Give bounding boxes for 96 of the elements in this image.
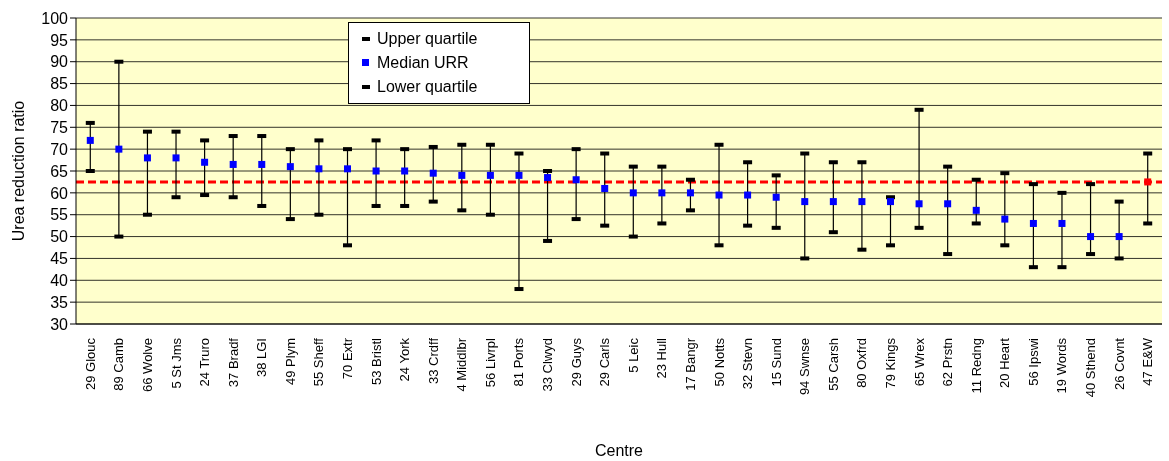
x-tick-label: 80 Oxfrd bbox=[854, 338, 870, 388]
point bbox=[172, 154, 180, 162]
x-tick-label: 24 York bbox=[397, 337, 413, 382]
x-tick-label: 5 Leic bbox=[625, 337, 641, 373]
y-tick-label: 45 bbox=[50, 250, 69, 268]
point bbox=[1144, 178, 1152, 186]
x-tick-label: 70 Extr bbox=[340, 337, 355, 380]
x-tick-label: 20 Heart bbox=[997, 337, 1013, 388]
point bbox=[1115, 233, 1123, 241]
point bbox=[458, 171, 466, 179]
y-tick-label: 95 bbox=[50, 31, 69, 49]
point bbox=[887, 198, 894, 206]
y-tick-label: 40 bbox=[50, 271, 69, 289]
point bbox=[515, 171, 523, 179]
x-tick-label: 53 Bristl bbox=[368, 337, 384, 385]
x-tick-label: 56 Ipswi bbox=[1025, 337, 1041, 386]
x-tick-label: 55 Sheff bbox=[311, 337, 327, 387]
point bbox=[772, 193, 780, 201]
x-tick-label: 11 Redng bbox=[968, 338, 984, 394]
point bbox=[801, 198, 809, 206]
legend-label: Upper quartile bbox=[377, 30, 478, 48]
y-tick-label: 55 bbox=[50, 206, 69, 224]
y-tick-label: 35 bbox=[50, 293, 69, 311]
x-tick-label: 29 Guys bbox=[568, 337, 584, 387]
x-tick-label: 66 Wolve bbox=[139, 338, 155, 392]
point bbox=[686, 189, 694, 197]
x-tick-label: 56 Livrpl bbox=[482, 337, 498, 388]
x-tick-label: 79 Kings bbox=[883, 337, 898, 389]
point bbox=[715, 191, 723, 199]
point bbox=[401, 167, 409, 175]
legend-label: Median URR bbox=[377, 54, 469, 72]
x-tick-label: 40 Sthend bbox=[1083, 338, 1099, 398]
legend-label: Lower quartile bbox=[377, 78, 478, 96]
point bbox=[858, 198, 866, 206]
y-tick-label: 85 bbox=[50, 75, 69, 93]
x-tick-label: 89 Camb bbox=[111, 338, 127, 391]
point bbox=[1001, 215, 1009, 223]
point bbox=[972, 206, 980, 214]
point bbox=[372, 167, 380, 175]
x-tick-label: 65 Wrex bbox=[911, 337, 927, 387]
y-tick-label: 100 bbox=[41, 9, 69, 27]
x-tick-label: 55 Carsh bbox=[825, 338, 841, 391]
x-tick-label: 26 Covnt bbox=[1111, 337, 1127, 391]
point bbox=[601, 184, 609, 192]
x-tick-label: 32 Stevn bbox=[740, 338, 756, 390]
x-tick-label: 38 LGI bbox=[254, 338, 270, 378]
point bbox=[658, 189, 666, 197]
y-tick-label: 75 bbox=[50, 118, 69, 136]
y-tick-label: 70 bbox=[50, 140, 69, 158]
point bbox=[829, 198, 837, 206]
point bbox=[1029, 219, 1037, 227]
point bbox=[1058, 219, 1066, 227]
x-tick-label: 94 Swnse bbox=[797, 338, 813, 396]
point bbox=[229, 160, 237, 168]
x-tick-label: 24 Truro bbox=[197, 338, 213, 387]
x-tick-label: 50 Notts bbox=[711, 337, 727, 387]
point bbox=[1087, 233, 1095, 241]
x-axis-title: Centre bbox=[594, 442, 644, 459]
x-tick-label: 33 Clwyd bbox=[540, 338, 556, 392]
point bbox=[344, 165, 351, 173]
point bbox=[944, 200, 952, 208]
y-tick-label: 60 bbox=[50, 184, 69, 202]
x-tick-label: 5 St Jms bbox=[168, 337, 184, 389]
point bbox=[315, 165, 323, 173]
y-tick-label: 90 bbox=[50, 53, 69, 71]
x-tick-label: 19 Words bbox=[1054, 337, 1070, 394]
y-tick-label: 65 bbox=[50, 162, 69, 180]
x-tick-label: 33 Crdff bbox=[425, 337, 441, 385]
point bbox=[629, 189, 637, 197]
x-tick-label: 47 E&W bbox=[1140, 337, 1156, 386]
x-tick-label: 23 Hull bbox=[654, 337, 670, 379]
point bbox=[143, 154, 151, 162]
point bbox=[258, 160, 266, 168]
point bbox=[86, 136, 94, 144]
y-tick-label: 50 bbox=[50, 228, 69, 246]
point bbox=[744, 191, 752, 199]
point bbox=[915, 200, 923, 208]
x-tick-label: 29 Glouc bbox=[82, 337, 98, 391]
y-tick-label: 30 bbox=[50, 315, 69, 333]
point bbox=[486, 171, 494, 179]
x-tick-label: 29 Carls bbox=[597, 337, 613, 387]
y-tick-label: 80 bbox=[50, 97, 69, 115]
point bbox=[286, 163, 294, 171]
x-tick-label: 62 Prstn bbox=[940, 338, 956, 387]
point bbox=[544, 174, 552, 182]
y-axis-title: Urea reduction ratio bbox=[9, 100, 27, 242]
x-tick-label: 37 Bradf bbox=[225, 337, 241, 388]
point bbox=[201, 158, 209, 166]
x-tick-label: 81 Ports bbox=[511, 337, 527, 387]
point bbox=[429, 169, 437, 177]
x-tick-label: 17 Bangr bbox=[682, 337, 698, 391]
x-tick-label: 4 Middlbr bbox=[454, 337, 470, 392]
x-tick-label: 49 Plym bbox=[282, 338, 298, 385]
point bbox=[572, 176, 580, 184]
point bbox=[115, 145, 123, 153]
x-tick-label: 15 Sund bbox=[768, 338, 784, 387]
